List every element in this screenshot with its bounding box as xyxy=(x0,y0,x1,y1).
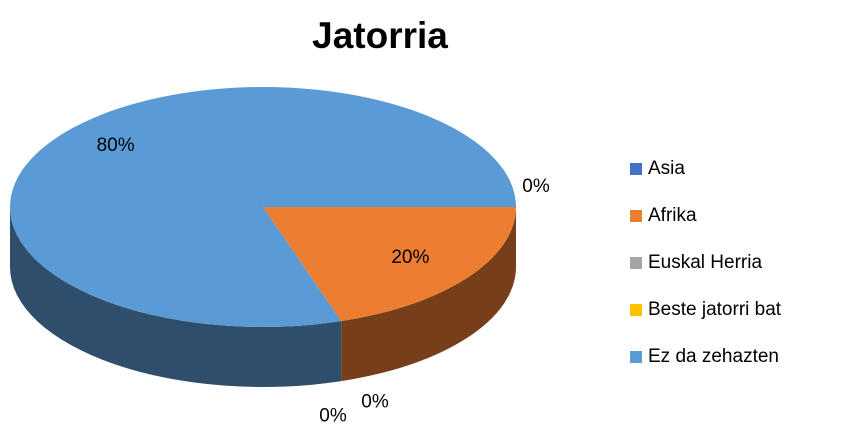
pie-slice xyxy=(10,87,517,327)
pie-slice xyxy=(263,207,516,322)
data-label: 0% xyxy=(319,406,347,427)
pie-side xyxy=(10,207,342,388)
data-label: 20% xyxy=(391,247,429,268)
legend-label: Asia xyxy=(648,158,685,179)
data-label: 0% xyxy=(361,392,389,413)
data-label: 80% xyxy=(97,135,135,156)
pie-side xyxy=(341,207,516,382)
legend-swatch xyxy=(630,210,642,222)
legend-label: Euskal Herria xyxy=(648,252,762,273)
legend-label: Ez da zehazten xyxy=(648,346,779,367)
legend-swatch xyxy=(630,351,642,363)
legend-swatch xyxy=(630,257,642,269)
legend-label: Beste jatorri bat xyxy=(648,299,782,320)
chart-title: Jatorria xyxy=(312,15,448,56)
legend-label: Afrika xyxy=(648,205,697,226)
legend-swatch xyxy=(630,304,642,316)
data-label: 0% xyxy=(522,176,550,197)
legend-swatch xyxy=(630,163,642,175)
